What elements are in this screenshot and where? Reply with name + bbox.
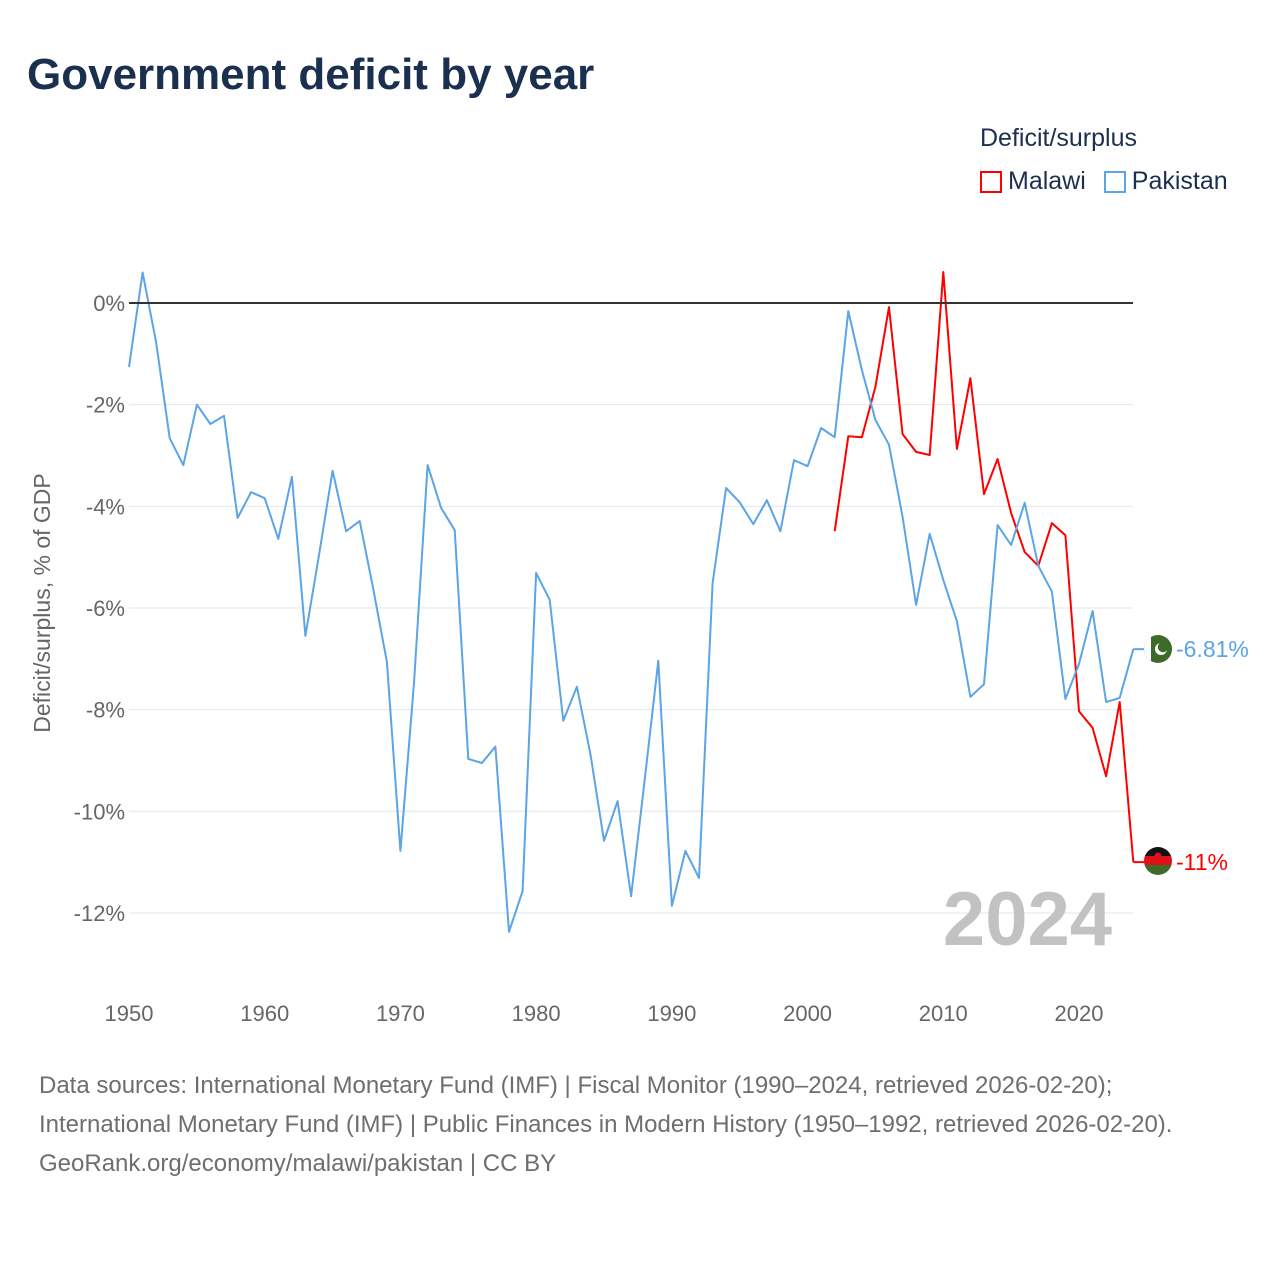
x-tick-label: 1970 xyxy=(376,1001,425,1026)
y-tick-label: -6% xyxy=(86,596,125,621)
y-tick-label: -12% xyxy=(74,901,125,926)
year-watermark: 2024 xyxy=(943,877,1112,962)
data-sources: Data sources: International Monetary Fun… xyxy=(39,1072,1173,1138)
series-line-pakistan xyxy=(128,271,1135,933)
x-tick-label: 2020 xyxy=(1055,1001,1104,1026)
legend: Deficit/surplus Malawi Pakistan xyxy=(980,124,1228,196)
line-chart: 0% -2% -4% -6% -8% -10% -12% 1950 1960 1970 1980 19… xyxy=(29,271,1249,1026)
x-tick-label: 1990 xyxy=(647,1001,696,1026)
x-tick-label: 2000 xyxy=(783,1001,832,1026)
series-line-malawi xyxy=(833,271,1135,863)
end-label-pakistan: -6.81% xyxy=(1176,636,1249,662)
chart-title: Government deficit by year xyxy=(27,50,595,99)
y-tick-label: -4% xyxy=(86,494,125,519)
legend-item-pakistan[interactable]: Pakistan xyxy=(1103,167,1228,196)
x-tick-label: 2010 xyxy=(919,1001,968,1026)
legend-swatch-pakistan xyxy=(1103,170,1126,193)
x-tick-label: 1960 xyxy=(240,1001,289,1026)
legend-title: Deficit/surplus xyxy=(980,124,1137,152)
malawi-flag-icon xyxy=(1144,847,1172,875)
footer: Data sources: International Monetary Fun… xyxy=(39,1066,1239,1183)
y-axis-label: Deficit/surplus, % of GDP xyxy=(29,473,55,732)
legend-swatch-malawi xyxy=(980,170,1002,193)
x-tick-label: 1980 xyxy=(512,1001,561,1026)
y-tick-label: -8% xyxy=(86,698,125,723)
credit-link[interactable]: GeoRank.org/economy/malawi/pakistan | CC… xyxy=(39,1150,557,1177)
legend-item-malawi[interactable]: Malawi xyxy=(980,167,1086,196)
x-tick-label: 1950 xyxy=(105,1001,154,1026)
legend-label: Pakistan xyxy=(1131,167,1228,195)
pakistan-flag-icon xyxy=(1144,635,1172,663)
y-tick-label: -2% xyxy=(86,393,125,418)
end-label-malawi: -11% xyxy=(1176,849,1228,875)
y-tick-label: -10% xyxy=(74,799,125,824)
legend-label: Malawi xyxy=(1008,167,1086,195)
y-tick-label: 0% xyxy=(93,291,125,316)
